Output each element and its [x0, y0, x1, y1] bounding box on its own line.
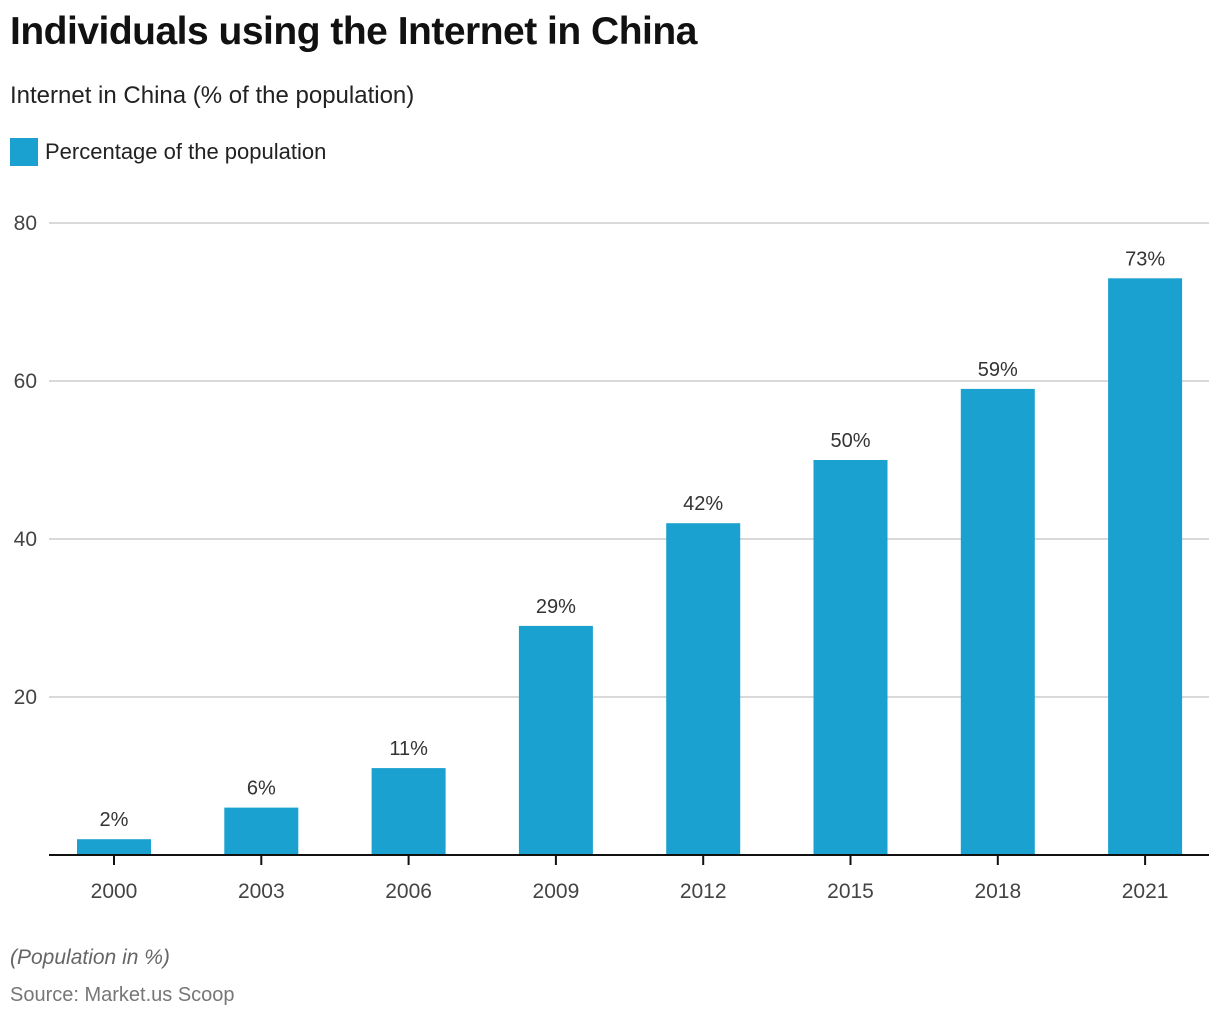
bar	[224, 808, 298, 855]
data-label: 2%	[100, 809, 129, 831]
data-label: 73%	[1125, 248, 1165, 270]
gridlines	[49, 223, 1209, 697]
bar	[814, 460, 888, 855]
x-axis: 2000 2003 2006 2009 2012 2015 2018 2021	[49, 855, 1209, 903]
x-tick-label: 2009	[533, 880, 580, 903]
data-label: 6%	[247, 778, 276, 800]
y-axis-ticks: 20 40 60 80	[14, 212, 37, 709]
y-tick-label: 60	[14, 370, 37, 393]
x-tick-label: 2015	[827, 880, 874, 903]
bar	[1108, 278, 1182, 855]
bar	[77, 839, 151, 855]
bar	[961, 389, 1035, 855]
x-tick-label: 2018	[974, 880, 1021, 903]
unit-note: (Population in %)	[10, 946, 170, 970]
data-label: 11%	[389, 738, 428, 760]
source-text: Source: Market.us Scoop	[10, 984, 235, 1007]
data-label: 42%	[683, 493, 723, 515]
data-label: 29%	[536, 596, 576, 618]
data-label: 50%	[830, 430, 870, 452]
x-tick-label: 2000	[91, 880, 138, 903]
bar	[666, 523, 740, 855]
bar	[519, 626, 593, 855]
y-tick-label: 20	[14, 686, 37, 709]
y-tick-label: 40	[14, 528, 37, 551]
data-label: 59%	[978, 359, 1018, 381]
x-tick-label: 2006	[385, 880, 432, 903]
x-tick-label: 2012	[680, 880, 727, 903]
x-tick-label: 2003	[238, 880, 285, 903]
bar	[372, 768, 446, 855]
y-tick-label: 80	[14, 212, 37, 235]
x-tick-label: 2021	[1122, 880, 1169, 903]
